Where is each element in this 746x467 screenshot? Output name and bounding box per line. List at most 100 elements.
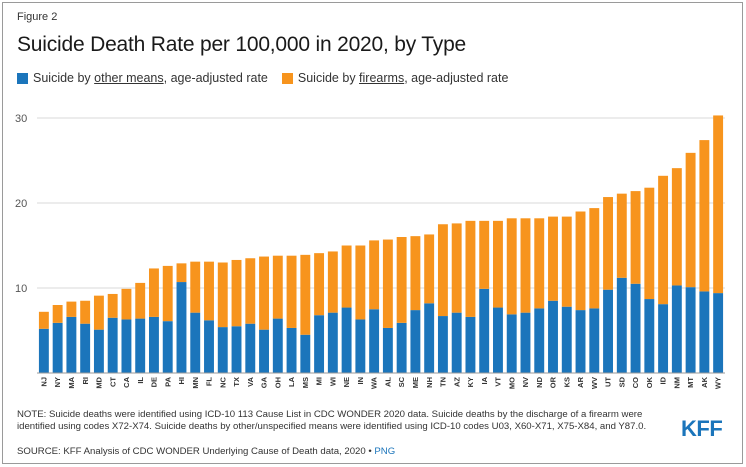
bar-other-means-wv[interactable] bbox=[589, 308, 600, 373]
bar-other-means-ma[interactable] bbox=[66, 316, 77, 373]
bar-other-means-sd[interactable] bbox=[616, 277, 627, 373]
bar-firearms-ny[interactable] bbox=[52, 305, 63, 323]
bar-firearms-ks[interactable] bbox=[561, 216, 572, 307]
bar-other-means-ri[interactable] bbox=[80, 323, 91, 373]
bar-other-means-wy[interactable] bbox=[713, 293, 724, 373]
bar-firearms-ma[interactable] bbox=[66, 301, 77, 317]
bar-firearms-wi[interactable] bbox=[327, 251, 338, 313]
bar-other-means-ak[interactable] bbox=[699, 291, 710, 373]
bar-firearms-va[interactable] bbox=[245, 258, 256, 324]
bar-firearms-wa[interactable] bbox=[369, 240, 380, 310]
bar-firearms-wy[interactable] bbox=[713, 115, 724, 294]
bar-other-means-ok[interactable] bbox=[644, 299, 655, 373]
bar-firearms-ky[interactable] bbox=[465, 220, 476, 317]
bar-firearms-co[interactable] bbox=[630, 191, 641, 284]
png-link[interactable]: PNG bbox=[374, 446, 396, 457]
bar-firearms-ak[interactable] bbox=[699, 140, 710, 292]
bar-other-means-ar[interactable] bbox=[575, 310, 586, 373]
bar-other-means-mi[interactable] bbox=[314, 315, 325, 373]
bar-firearms-nh[interactable] bbox=[424, 234, 435, 304]
bar-other-means-tn[interactable] bbox=[437, 316, 448, 373]
bar-other-means-nm[interactable] bbox=[671, 285, 682, 373]
bar-firearms-al[interactable] bbox=[382, 239, 393, 328]
bar-firearms-ia[interactable] bbox=[479, 220, 490, 289]
bar-firearms-nj[interactable] bbox=[38, 311, 49, 329]
bar-other-means-la[interactable] bbox=[286, 327, 297, 373]
bar-other-means-va[interactable] bbox=[245, 323, 256, 373]
bar-other-means-id[interactable] bbox=[658, 304, 669, 373]
bar-other-means-il[interactable] bbox=[135, 318, 146, 373]
bar-other-means-or[interactable] bbox=[548, 300, 558, 373]
bar-firearms-fl[interactable] bbox=[204, 261, 214, 321]
bar-other-means-wa[interactable] bbox=[369, 309, 380, 373]
bar-firearms-mt[interactable] bbox=[685, 152, 696, 288]
bar-firearms-mi[interactable] bbox=[314, 253, 325, 316]
bar-other-means-mo[interactable] bbox=[506, 314, 517, 373]
bar-other-means-ne[interactable] bbox=[341, 307, 352, 373]
bar-other-means-nc[interactable] bbox=[217, 327, 228, 373]
bar-firearms-nm[interactable] bbox=[671, 168, 682, 286]
bar-other-means-ks[interactable] bbox=[561, 306, 572, 373]
bar-other-means-ky[interactable] bbox=[465, 316, 476, 373]
bar-firearms-sc[interactable] bbox=[396, 237, 407, 323]
bar-firearms-ca[interactable] bbox=[121, 288, 132, 320]
bar-other-means-mn[interactable] bbox=[190, 312, 201, 373]
bar-firearms-vt[interactable] bbox=[493, 220, 503, 308]
bar-other-means-wi[interactable] bbox=[327, 312, 338, 373]
bar-other-means-md[interactable] bbox=[93, 329, 104, 373]
bar-firearms-or[interactable] bbox=[548, 216, 558, 301]
bar-firearms-il[interactable] bbox=[135, 282, 146, 319]
bar-other-means-me[interactable] bbox=[410, 310, 421, 373]
bar-other-means-in[interactable] bbox=[355, 319, 366, 373]
bar-firearms-la[interactable] bbox=[286, 255, 297, 328]
bar-other-means-nv[interactable] bbox=[520, 312, 531, 373]
bar-other-means-ut[interactable] bbox=[603, 289, 613, 373]
bar-other-means-ga[interactable] bbox=[259, 329, 269, 373]
bar-firearms-md[interactable] bbox=[93, 295, 104, 330]
bar-firearms-ms[interactable] bbox=[300, 254, 311, 335]
bar-firearms-hi[interactable] bbox=[176, 263, 187, 283]
bar-other-means-ca[interactable] bbox=[121, 319, 132, 373]
bar-other-means-ny[interactable] bbox=[52, 322, 63, 373]
bar-firearms-oh[interactable] bbox=[272, 255, 283, 319]
bar-firearms-ga[interactable] bbox=[259, 256, 269, 330]
bar-other-means-oh[interactable] bbox=[272, 318, 283, 373]
bar-firearms-nv[interactable] bbox=[520, 218, 531, 313]
bar-firearms-wv[interactable] bbox=[589, 208, 600, 309]
firearms-link[interactable]: firearms bbox=[359, 71, 405, 85]
bar-firearms-id[interactable] bbox=[658, 175, 669, 305]
bar-firearms-ne[interactable] bbox=[341, 245, 352, 308]
bar-firearms-ar[interactable] bbox=[575, 211, 586, 311]
bar-firearms-ok[interactable] bbox=[644, 187, 655, 300]
bar-firearms-nc[interactable] bbox=[217, 262, 228, 328]
bar-other-means-ct[interactable] bbox=[107, 317, 118, 373]
bar-other-means-de[interactable] bbox=[149, 316, 159, 373]
bar-firearms-me[interactable] bbox=[410, 236, 421, 311]
bar-other-means-nh[interactable] bbox=[424, 303, 435, 373]
bar-firearms-ri[interactable] bbox=[80, 300, 91, 324]
bar-other-means-fl[interactable] bbox=[204, 320, 214, 373]
bar-other-means-nd[interactable] bbox=[534, 308, 545, 373]
bar-firearms-az[interactable] bbox=[451, 223, 462, 313]
bar-other-means-az[interactable] bbox=[451, 312, 462, 373]
bar-firearms-de[interactable] bbox=[149, 268, 159, 317]
bar-other-means-vt[interactable] bbox=[493, 307, 503, 373]
bar-firearms-sd[interactable] bbox=[616, 193, 627, 278]
bar-firearms-in[interactable] bbox=[355, 245, 366, 320]
bar-firearms-ut[interactable] bbox=[603, 197, 613, 290]
other-means-link[interactable]: other means bbox=[94, 71, 164, 85]
bar-other-means-ia[interactable] bbox=[479, 288, 490, 373]
bar-other-means-co[interactable] bbox=[630, 283, 641, 373]
bar-firearms-nd[interactable] bbox=[534, 218, 545, 309]
bar-firearms-tn[interactable] bbox=[437, 224, 448, 317]
bar-other-means-sc[interactable] bbox=[396, 322, 407, 373]
bar-other-means-pa[interactable] bbox=[162, 321, 173, 373]
bar-firearms-tx[interactable] bbox=[231, 259, 242, 327]
bar-firearms-mn[interactable] bbox=[190, 261, 201, 313]
bar-other-means-ms[interactable] bbox=[300, 334, 311, 373]
bar-firearms-mo[interactable] bbox=[506, 218, 517, 315]
bar-firearms-ct[interactable] bbox=[107, 293, 118, 318]
bar-other-means-mt[interactable] bbox=[685, 287, 696, 373]
bar-other-means-al[interactable] bbox=[382, 327, 393, 373]
bar-other-means-nj[interactable] bbox=[38, 328, 49, 373]
